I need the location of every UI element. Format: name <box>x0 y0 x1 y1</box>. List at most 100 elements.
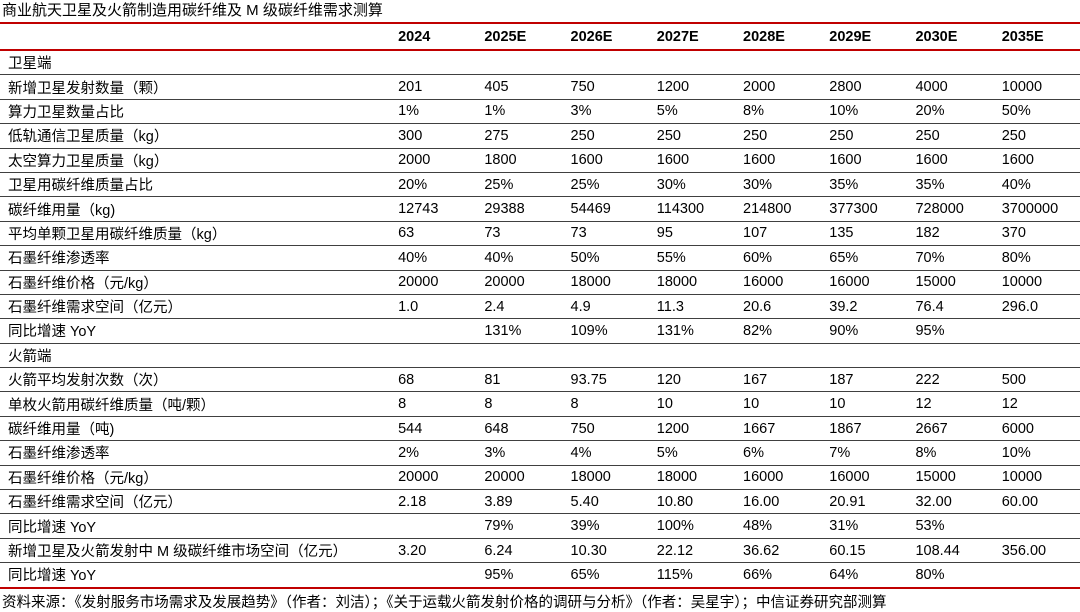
value-cell: 648 <box>484 420 509 437</box>
value-cell: 50% <box>570 249 600 266</box>
header-cell-year: 2024 <box>390 23 477 51</box>
value-cell: 187 <box>829 371 854 388</box>
value-cell <box>476 343 562 367</box>
value-cell <box>649 50 735 75</box>
value-cell: 8% <box>915 444 937 461</box>
value-cell: 20000 <box>484 274 525 291</box>
value-cell <box>735 343 821 367</box>
value-cell: 300 <box>398 127 423 144</box>
header-cell-year: 2026E <box>562 23 649 51</box>
value-cell: 10000 <box>1001 469 1043 486</box>
value-cell: 750 <box>570 420 595 437</box>
value-cell <box>649 343 735 367</box>
value-cell: 3700000 <box>1001 201 1059 218</box>
value-cell: 29388 <box>484 201 525 218</box>
section-header-row: 火箭端 <box>0 343 1080 368</box>
table-row: 石墨纤维价格（元/kg） 20000 20000 18000 18000 16000 160… <box>0 465 1080 490</box>
table-row: 碳纤维用量（kg) 12743 29388 54469 114300 214800 3773… <box>0 197 1080 222</box>
row-label: 碳纤维用量（kg) <box>8 202 116 219</box>
value-cell: 16000 <box>743 469 784 486</box>
row-label: 碳纤维用量（吨) <box>8 422 115 439</box>
value-cell: 107 <box>743 225 768 242</box>
value-cell: 60% <box>743 249 773 266</box>
value-cell: 1600 <box>915 152 948 169</box>
table-row: 新增卫星发射数量（颗） 201 405 750 1200 2000 2800 4000 1000… <box>0 75 1080 100</box>
value-cell: 60.00 <box>1001 493 1039 510</box>
section-label: 卫星端 <box>8 56 52 73</box>
value-cell: 15000 <box>915 274 956 291</box>
value-cell: 18000 <box>570 469 611 486</box>
value-cell: 82% <box>743 322 773 339</box>
header-cell-year: 2029E <box>821 23 908 51</box>
value-cell: 377300 <box>829 201 878 218</box>
table-row: 新增卫星及火箭发射中 M 级碳纤维市场空间（亿元） 3.20 6.24 10.30 22… <box>0 538 1080 563</box>
value-cell: 15000 <box>915 469 956 486</box>
value-cell: 60.15 <box>829 542 866 559</box>
value-cell: 2.18 <box>398 493 427 510</box>
table-row: 平均单颗卫星用碳纤维质量（kg） 63 73 73 95 107 135 182 370 <box>0 221 1080 246</box>
value-cell: 10% <box>829 103 859 120</box>
value-cell: 20.6 <box>743 298 772 315</box>
value-cell: 2000 <box>398 152 431 169</box>
value-cell: 131% <box>656 322 694 339</box>
value-cell: 31% <box>829 518 859 535</box>
value-cell: 100% <box>656 518 694 535</box>
value-cell: 55% <box>656 249 686 266</box>
value-cell: 2% <box>398 444 420 461</box>
value-cell: 50% <box>1001 103 1031 120</box>
value-cell: 250 <box>743 127 768 144</box>
value-cell: 115% <box>656 566 693 583</box>
value-cell <box>563 50 649 75</box>
value-cell: 36.62 <box>743 542 780 559</box>
table-row: 同比增速 YoY 131% 109% 131% 82% 90% 95% <box>0 319 1080 344</box>
value-cell: 30% <box>743 176 773 193</box>
value-cell <box>735 50 821 75</box>
value-cell: 25% <box>570 176 600 193</box>
value-cell: 500 <box>1001 371 1026 388</box>
value-cell: 6% <box>743 444 764 461</box>
table-row: 同比增速 YoY 95% 65% 115% 66% 64% 80% <box>0 563 1080 588</box>
value-cell: 10.80 <box>656 493 694 510</box>
table-row: 碳纤维用量（吨) 544 648 750 1200 1667 1867 2667 6000 <box>0 416 1080 441</box>
value-cell <box>994 319 1080 343</box>
row-label: 石墨纤维需求空间（亿元） <box>8 495 182 512</box>
row-label: 单枚火箭用碳纤维质量（吨/颗） <box>8 397 216 414</box>
value-cell: 8 <box>398 396 407 413</box>
value-cell <box>907 343 993 367</box>
value-cell: 109% <box>570 322 608 339</box>
value-cell: 90% <box>829 322 859 339</box>
value-cell: 3.20 <box>398 542 427 559</box>
value-cell: 79% <box>484 518 514 535</box>
table-row: 石墨纤维价格（元/kg） 20000 20000 18000 18000 16000 160… <box>0 270 1080 295</box>
value-cell: 10 <box>829 396 846 413</box>
value-cell: 18000 <box>656 469 698 486</box>
value-cell: 120 <box>656 371 681 388</box>
row-label: 新增卫星及火箭发射中 M 级碳纤维市场空间（亿元） <box>8 544 348 560</box>
value-cell: 11.3 <box>656 298 684 315</box>
value-cell: 73 <box>570 225 587 242</box>
value-cell: 10000 <box>1001 79 1043 96</box>
value-cell: 10 <box>743 396 760 413</box>
value-cell: 18000 <box>656 274 698 291</box>
header-cell-year: 2035E <box>993 23 1080 51</box>
table-row: 单枚火箭用碳纤维质量（吨/颗） 8 8 8 10 10 10 12 12 <box>0 392 1080 417</box>
value-cell: 40% <box>1001 176 1031 193</box>
value-cell: 4000 <box>915 79 948 96</box>
row-label: 卫星用碳纤维质量占比 <box>8 178 153 195</box>
value-cell: 135 <box>829 225 854 242</box>
value-cell: 40% <box>484 249 514 266</box>
row-label: 石墨纤维价格（元/kg） <box>8 470 158 487</box>
value-cell: 1200 <box>656 420 690 437</box>
value-cell <box>994 343 1080 367</box>
value-cell: 2.4 <box>484 298 505 315</box>
table-row: 石墨纤维渗透率 40% 40% 50% 55% 60% 65% 70% 80% <box>0 246 1080 271</box>
value-cell: 35% <box>829 176 859 193</box>
row-label: 太空算力卫星质量（kg） <box>8 153 169 170</box>
value-cell: 10000 <box>1001 274 1043 291</box>
value-cell <box>821 50 907 75</box>
value-cell: 80% <box>1001 249 1031 266</box>
value-cell: 201 <box>398 79 423 96</box>
value-cell: 250 <box>1001 127 1026 144</box>
value-cell: 3% <box>484 444 506 461</box>
value-cell: 405 <box>484 79 509 96</box>
